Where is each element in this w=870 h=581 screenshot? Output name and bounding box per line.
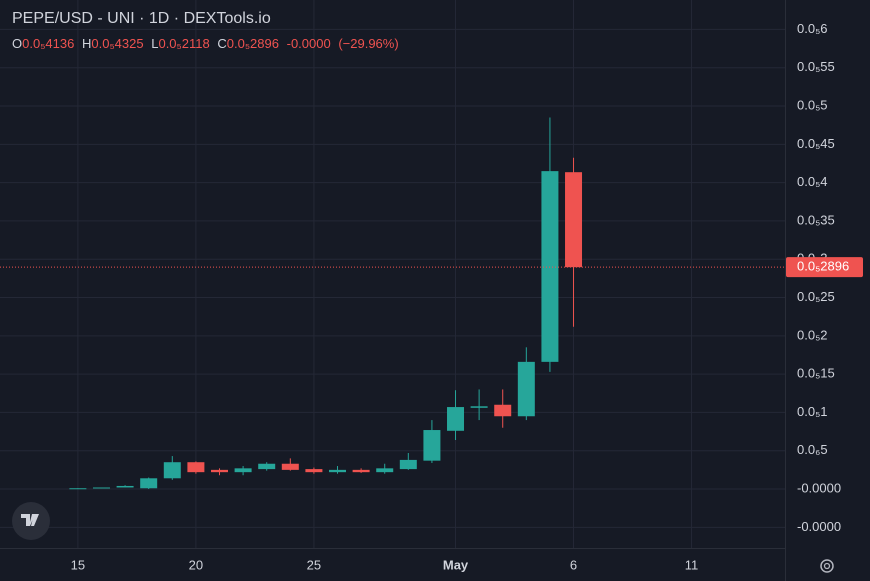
candle-body bbox=[399, 459, 417, 470]
axes: 0.0₅60.0₅550.0₅50.0₅450.0₅40.0₅350.0₅30.… bbox=[71, 21, 863, 572]
last-price-label: 0.0₅2896 bbox=[797, 259, 849, 274]
ohlc-legend: O0.0₅4136 H0.0₅4325 L0.0₅2118 C0.0₅2896 … bbox=[12, 36, 399, 51]
x-tick-label: 11 bbox=[685, 557, 699, 572]
tradingview-logo[interactable] bbox=[12, 502, 50, 540]
candle-body bbox=[423, 430, 441, 461]
candle-body bbox=[116, 485, 134, 488]
legend-change-pct: (−29.96%) bbox=[338, 36, 398, 51]
x-tick-label: 6 bbox=[570, 557, 577, 572]
candle-body bbox=[187, 462, 205, 473]
candle-body bbox=[329, 469, 347, 473]
candle-body bbox=[69, 488, 87, 490]
legend-key: C bbox=[217, 36, 226, 51]
y-tick-label: 0.0₅15 bbox=[797, 366, 835, 381]
legend-value: 0.0₅4325 bbox=[91, 36, 143, 51]
candle-body bbox=[376, 468, 394, 473]
y-tick-label: 0.0₅2 bbox=[797, 327, 828, 342]
candle-body bbox=[517, 361, 535, 417]
legend-key: L bbox=[151, 36, 158, 51]
legend-change: -0.0000 bbox=[287, 36, 331, 51]
y-tick-label: 0.0₅35 bbox=[797, 212, 835, 227]
y-tick-label: -0.0000 bbox=[797, 519, 841, 534]
y-tick-label: 0.0₅25 bbox=[797, 289, 835, 304]
y-tick-label: 0.0₅5 bbox=[797, 97, 828, 112]
chart-title: PEPE/USD - UNI · 1D · DEXTools.io bbox=[12, 10, 271, 27]
candle-body bbox=[565, 172, 583, 268]
candles bbox=[0, 117, 785, 490]
x-tick-label: 20 bbox=[189, 557, 203, 572]
candle-body bbox=[352, 469, 370, 473]
x-tick-label: May bbox=[443, 557, 469, 572]
candle-body bbox=[541, 171, 559, 362]
legend-key: O bbox=[12, 36, 22, 51]
candle-body bbox=[140, 478, 158, 489]
legend-key: H bbox=[82, 36, 91, 51]
candle-body bbox=[163, 462, 181, 479]
candle-body bbox=[305, 469, 323, 473]
grid bbox=[0, 0, 785, 548]
x-tick-label: 15 bbox=[71, 557, 85, 572]
y-tick-label: 0.0₅6 bbox=[797, 21, 828, 36]
y-tick-label: 0.0₅55 bbox=[797, 59, 835, 74]
legend-value: 0.0₅2896 bbox=[227, 36, 279, 51]
candle-body bbox=[258, 463, 276, 470]
settings-gear[interactable] bbox=[820, 559, 834, 573]
x-tick-label: 25 bbox=[307, 557, 321, 572]
gear-ring[interactable] bbox=[820, 559, 834, 573]
gear-hub[interactable] bbox=[823, 562, 831, 570]
y-tick-label: 0.0₅4 bbox=[797, 174, 828, 189]
y-tick-label: 0.0₅1 bbox=[797, 404, 828, 419]
y-tick-label: 0.0₆5 bbox=[797, 442, 828, 457]
candle-body bbox=[211, 469, 228, 473]
y-tick-label: 0.0₅45 bbox=[797, 136, 835, 151]
candle-body bbox=[234, 468, 252, 473]
candle-body bbox=[447, 407, 465, 431]
legend-value: 0.0₅4136 bbox=[22, 36, 74, 51]
last-price-tag bbox=[786, 257, 863, 278]
candle-body bbox=[92, 487, 110, 489]
y-tick-label: -0.0000 bbox=[797, 480, 841, 495]
logo-glyph[interactable] bbox=[21, 514, 39, 526]
legend-value: 0.0₅2118 bbox=[158, 36, 209, 51]
candle-body bbox=[494, 404, 512, 417]
candle-body bbox=[281, 463, 299, 470]
candle-body bbox=[470, 406, 488, 408]
